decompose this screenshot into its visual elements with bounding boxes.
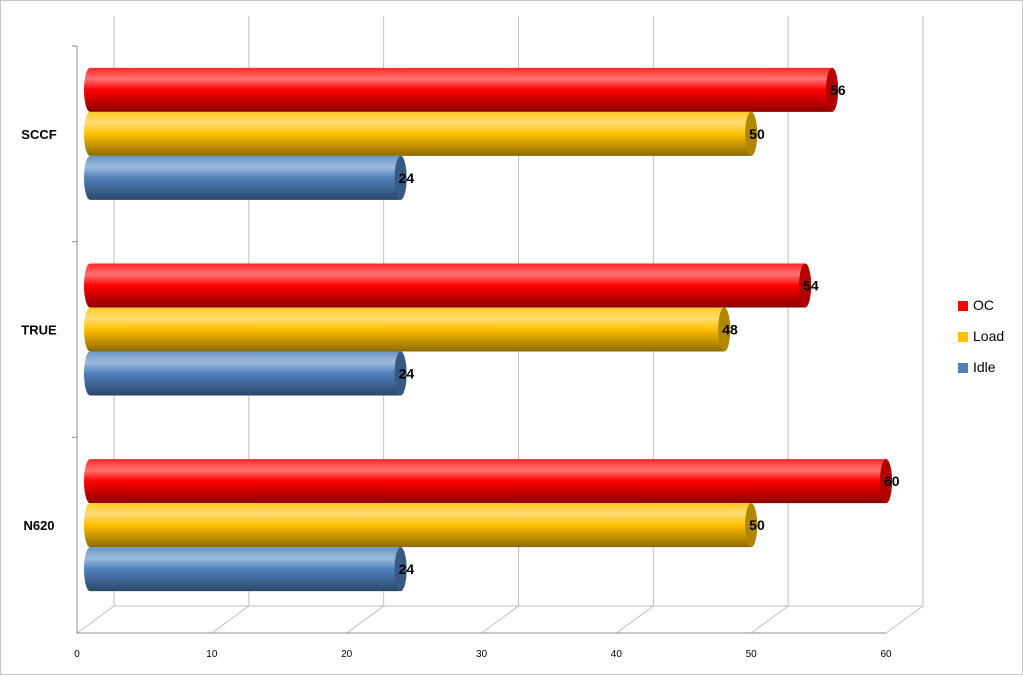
bar-load-true [84,307,731,352]
data-label: 54 [803,278,819,294]
bar-idle-n620 [84,547,407,592]
bar-idle-sccf [84,155,407,200]
bar-body [84,155,407,200]
data-label: 50 [749,126,765,142]
bar-body [84,263,812,308]
bar-end-cap [745,111,758,156]
legend-label-idle: Idle [973,359,996,375]
legend-swatch-idle [958,363,968,373]
bar-oc-true [84,263,812,308]
bar-oc-n620 [84,459,892,504]
bar-end-cap [880,459,892,504]
legend-label-load: Load [973,328,1004,344]
x-tick-label: 60 [880,649,892,660]
floor-gridline [76,605,115,634]
data-label: 24 [399,170,415,186]
data-label: 24 [399,366,415,382]
bars: 56 50 24 54 48 24 60 50 24 [84,67,900,592]
bar-body [84,67,839,112]
floor-gridline [616,605,654,634]
floor-gridline [211,605,250,634]
data-label: 50 [749,517,765,533]
category-label-n620: N620 [23,518,54,533]
x-tick-label: 30 [476,649,488,660]
bar-oc-sccf [84,67,839,112]
x-tick-label: 0 [74,649,80,660]
bar-body [84,547,407,592]
floor-gridline [885,605,924,634]
data-label: 56 [830,82,846,98]
bar-body [84,111,758,156]
legend: OC Load Idle [958,297,1004,375]
floor-gridline [481,605,519,634]
bar-load-n620 [84,503,758,548]
axes: 0 10 20 30 40 50 60 SCCF TRUE N620 [21,45,892,660]
bar-body [84,503,758,548]
x-tick-label: 10 [206,649,218,660]
bar-idle-true [84,351,407,396]
bar-end-cap [394,155,407,200]
bar-end-cap [826,67,839,112]
bar-end-cap [394,547,407,592]
data-label: 60 [884,473,900,489]
bar-body [84,351,407,396]
bar-body [84,307,731,352]
bar-body [84,459,892,504]
bar-end-cap [745,503,758,548]
legend-swatch-load [958,332,968,342]
floor-gridline [346,605,384,634]
category-label-sccf: SCCF [21,127,56,142]
category-label-true: TRUE [21,323,57,338]
x-tick-label: 20 [341,649,353,660]
legend-swatch-oc [958,301,968,311]
x-tick-label: 50 [746,649,758,660]
bar-end-cap [394,351,407,396]
data-label: 24 [399,561,415,577]
legend-label-oc: OC [973,297,994,313]
bar-load-sccf [84,111,758,156]
x-tick-label: 40 [611,649,623,660]
bar-end-cap [718,307,731,352]
data-label: 48 [722,322,738,338]
floor-gridline [750,605,789,634]
bar-end-cap [799,263,812,308]
